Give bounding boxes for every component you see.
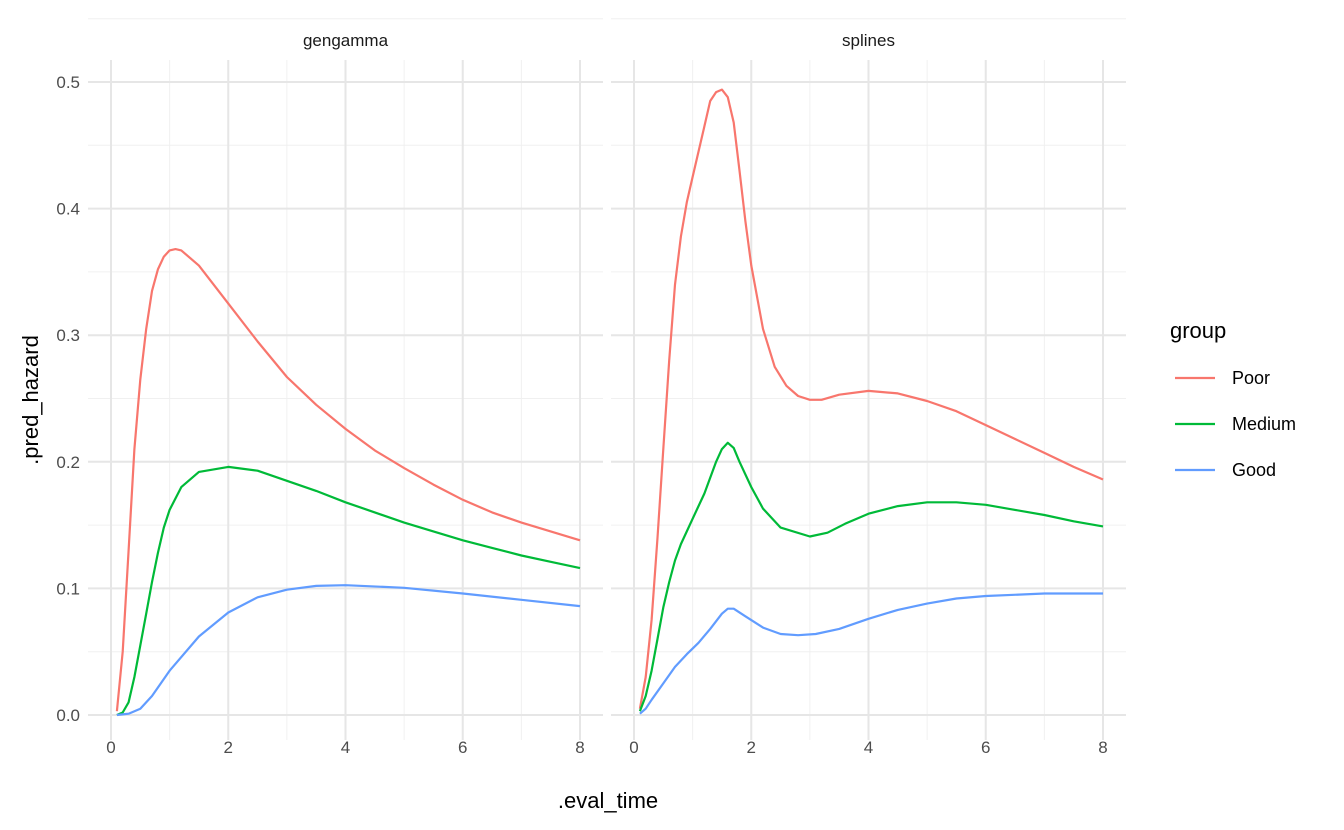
x-axis-title: .eval_time [558,788,658,813]
series-line-good [639,592,1103,715]
series-line-medium [638,441,1104,712]
series-line-good [116,584,581,717]
legend-entry-poor: Poor [1175,368,1270,388]
x-tick-label: 0 [629,738,638,757]
x-tick-label: 8 [1098,738,1107,757]
y-tick-label: 0.5 [56,73,80,92]
legend: group Poor Medium Good [1170,318,1296,480]
x-tick-label: 2 [224,738,233,757]
legend-entry-medium: Medium [1175,414,1296,434]
legend-label: Good [1232,460,1276,480]
y-tick-label: 0.0 [56,706,80,725]
series-line-poor [115,248,581,712]
legend-label: Poor [1232,368,1270,388]
y-tick-label: 0.2 [56,453,80,472]
y-axis-title: .pred_hazard [18,335,43,465]
x-tick-label: 6 [981,738,990,757]
legend-label: Medium [1232,414,1296,434]
x-tick-label: 6 [458,738,467,757]
y-tick-label: 0.1 [56,579,80,598]
legend-title: group [1170,318,1226,343]
series-line-medium [116,465,581,717]
x-tick-label: 8 [575,738,584,757]
panel-strip-label: splines [842,31,895,50]
x-tick-label: 2 [747,738,756,757]
panel-strip-label: gengamma [303,31,389,50]
x-tick-label: 4 [864,738,873,757]
series-line-poor [638,88,1104,709]
x-tick-label: 0 [106,738,115,757]
panel-splines: 0 2 4 6 8 splines [611,18,1126,757]
legend-entry-good: Good [1175,460,1276,480]
y-tick-label: 0.4 [56,200,80,219]
panel-gengamma: 0 2 4 6 8 0.0 0.1 0.2 0.3 0.4 0.5 gengamma [56,18,603,757]
y-tick-label: 0.3 [56,326,80,345]
x-tick-label: 4 [341,738,350,757]
